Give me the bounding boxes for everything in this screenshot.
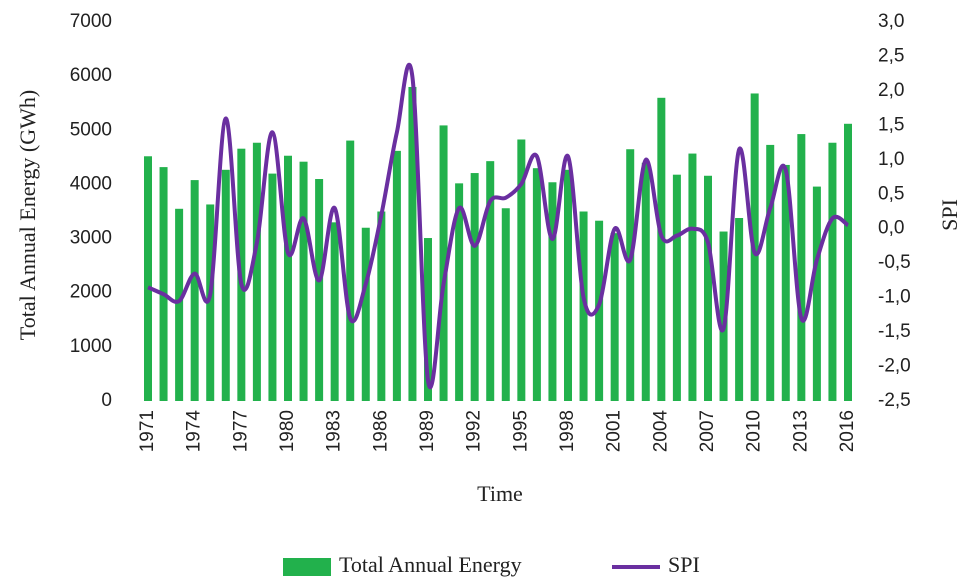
bar [812, 186, 821, 401]
bar [781, 164, 790, 401]
y2-tick-label: 1,5 [878, 114, 904, 135]
bar [626, 149, 635, 401]
y-tick-label: 3000 [70, 228, 112, 249]
x-tick-label: 1986 [370, 410, 391, 452]
bar [346, 140, 355, 401]
y-tick-label: 4000 [70, 173, 112, 194]
x-tick-label: 1992 [464, 410, 485, 452]
bar [392, 150, 401, 401]
bar [144, 156, 152, 401]
x-tick-label: 2013 [790, 410, 811, 452]
y2-tick-label: -1,5 [878, 321, 911, 342]
bar [672, 174, 681, 401]
bar [797, 134, 806, 401]
bar [766, 144, 775, 401]
x-tick-label: 2016 [837, 410, 858, 452]
bar [439, 125, 448, 402]
x-tick-label: 1974 [184, 410, 205, 453]
y-tick-label: 1000 [70, 336, 112, 357]
y2-tick-label: 0,5 [878, 183, 904, 204]
bar [501, 208, 510, 401]
x-tick-label: 1977 [230, 410, 251, 452]
spi-line [147, 63, 850, 390]
x-tick-label: 1995 [510, 410, 531, 452]
bar [564, 169, 572, 401]
bar [159, 167, 168, 401]
bar [221, 169, 230, 401]
x-tick-label: 1989 [417, 410, 438, 452]
y2-tick-label: 1,0 [878, 149, 904, 170]
x-tick-label: 1971 [137, 410, 158, 452]
bar [532, 168, 541, 401]
bar [175, 208, 184, 401]
bar [595, 220, 604, 401]
y2-tick-label: -0,5 [878, 252, 911, 273]
bar [206, 204, 215, 401]
y-tick-label: 7000 [70, 11, 112, 32]
y2-tick-label: 2,5 [878, 45, 904, 66]
bar [657, 97, 666, 402]
legend-label: Total Annual Energy [339, 552, 522, 577]
x-axis-title: Time [477, 481, 523, 506]
y2-tick-label: 2,0 [878, 80, 904, 101]
bar [548, 182, 557, 401]
bar [408, 86, 417, 401]
bar [641, 162, 650, 401]
x-tick-label: 1980 [277, 410, 298, 452]
bar [299, 161, 308, 401]
bar [579, 211, 588, 401]
x-tick-label: 2001 [604, 410, 625, 452]
bar [424, 238, 432, 401]
y2-tick-label: -1,0 [878, 287, 911, 308]
bar [315, 179, 324, 401]
bar [455, 183, 464, 401]
bar [517, 139, 526, 402]
bar [844, 123, 852, 401]
bar [284, 155, 292, 401]
bar [610, 233, 619, 401]
x-tick-label: 2007 [697, 410, 718, 452]
y-tick-label: 2000 [70, 282, 112, 303]
y-tick-label: 0 [101, 390, 112, 411]
bar [688, 153, 697, 401]
bar [330, 222, 339, 401]
legend-label: SPI [668, 552, 700, 577]
y-tick-label: 5000 [70, 119, 112, 140]
bar [486, 161, 495, 401]
bar [252, 142, 261, 401]
bar [377, 211, 386, 401]
bar [704, 175, 712, 401]
y2-tick-label: -2,0 [878, 356, 911, 377]
y2-tick-label: 3,0 [878, 11, 904, 32]
bar [735, 217, 744, 401]
y2-tick-label: 0,0 [878, 218, 904, 239]
bar [190, 180, 199, 401]
bar [470, 173, 479, 401]
y-tick-label: 6000 [70, 65, 112, 86]
bar [828, 142, 837, 401]
x-tick-label: 1983 [324, 410, 345, 452]
x-tick-label: 2004 [650, 410, 671, 453]
x-tick-label: 2010 [744, 410, 765, 452]
legend-swatch [283, 558, 331, 576]
x-tick-label: 1998 [557, 410, 578, 452]
y-axis-title: Total Annual Energy (GWh) [15, 90, 40, 340]
bar [361, 227, 370, 401]
bar [268, 173, 277, 401]
y2-axis-title: SPI [937, 199, 962, 231]
y2-tick-label: -2,5 [878, 390, 911, 411]
